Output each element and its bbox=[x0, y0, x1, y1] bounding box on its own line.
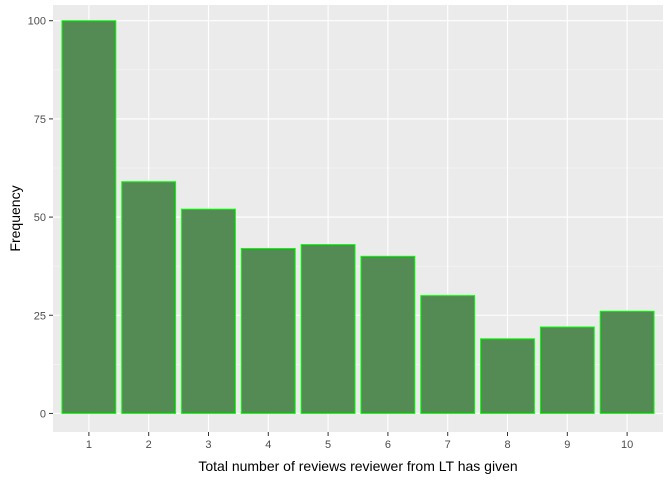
x-axis-title: Total number of reviews reviewer from LT… bbox=[198, 458, 517, 474]
y-axis-title: Frequency bbox=[7, 185, 23, 251]
bars bbox=[61, 20, 655, 414]
bar-1 bbox=[61, 20, 117, 414]
bar-3 bbox=[181, 208, 236, 414]
x-tick-label: 6 bbox=[385, 439, 391, 451]
bar-10 bbox=[599, 310, 655, 414]
bar-4 bbox=[240, 247, 296, 414]
bar-7 bbox=[420, 295, 476, 414]
y-tick-label: 25 bbox=[34, 310, 46, 322]
x-tick-label: 7 bbox=[445, 439, 451, 451]
y-tick-label: 50 bbox=[34, 212, 46, 224]
x-axis-ticks: 1 2 3 4 5 6 7 8 9 10 bbox=[86, 432, 633, 451]
x-tick-label: 1 bbox=[86, 439, 92, 451]
x-tick-label: 4 bbox=[265, 439, 271, 451]
x-tick-label: 3 bbox=[205, 439, 211, 451]
bar-8 bbox=[480, 338, 535, 414]
x-tick-label: 5 bbox=[325, 439, 331, 451]
y-tick-label: 0 bbox=[40, 408, 46, 420]
bar-6 bbox=[360, 255, 416, 414]
y-tick-label: 75 bbox=[34, 114, 46, 126]
bar-2 bbox=[121, 181, 177, 414]
x-tick-label: 10 bbox=[621, 439, 633, 451]
y-tick-label: 100 bbox=[28, 16, 46, 28]
bar-5 bbox=[300, 244, 356, 414]
x-tick-label: 9 bbox=[564, 439, 570, 451]
x-tick-label: 2 bbox=[146, 439, 152, 451]
bar-9 bbox=[539, 326, 595, 414]
y-axis-ticks: 0 25 50 75 100 bbox=[28, 16, 53, 420]
x-tick-label: 8 bbox=[504, 439, 510, 451]
